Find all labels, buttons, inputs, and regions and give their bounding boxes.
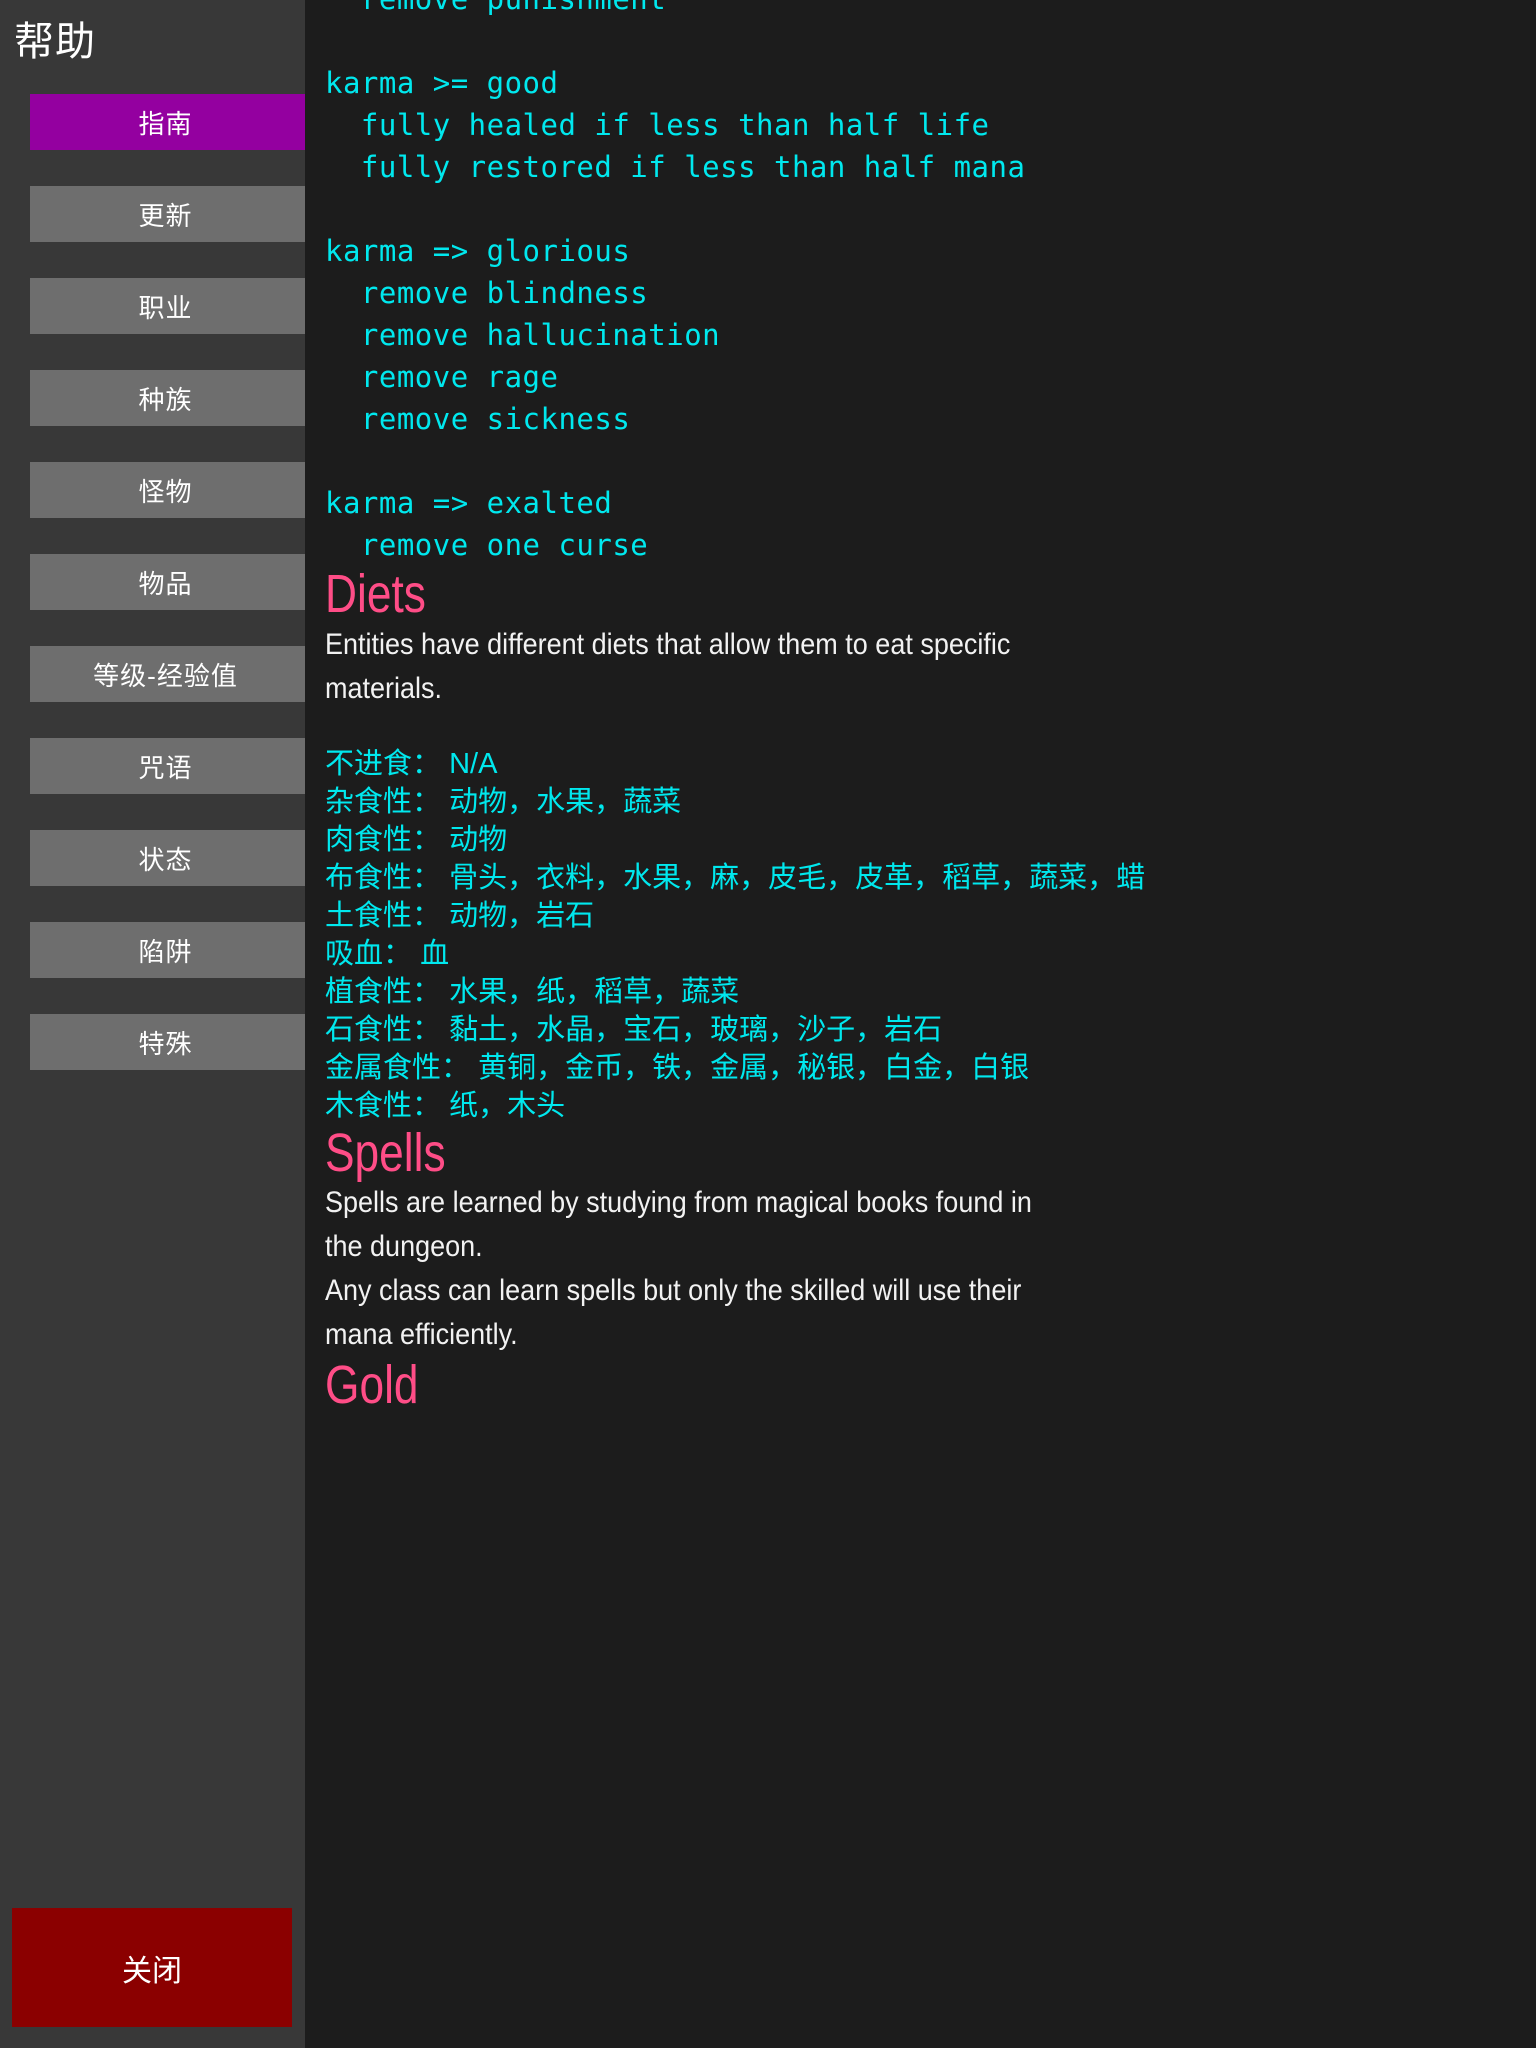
diet-key: 土食性： [325, 899, 442, 932]
list-item: 土食性： 动物，岩石 [325, 897, 1165, 935]
sidebar-item-guide[interactable]: 指南 [30, 94, 305, 150]
sidebar-item-races[interactable]: 种族 [30, 370, 305, 426]
diet-value: 水果，纸，稻草，蔬菜 [441, 975, 740, 1008]
diet-key: 杂食性： [325, 785, 442, 818]
list-item: 石食性： 黏土，水晶，宝石，玻璃，沙子，岩石 [325, 1011, 1165, 1049]
sidebar: 帮助 指南 更新 职业 种族 怪物 物品 等级-经验值 [0, 0, 305, 2048]
sidebar-item-level-exp[interactable]: 等级-经验值 [30, 646, 305, 702]
help-content-panel[interactable]: remove punishment karma >= good fully he… [305, 0, 1536, 2048]
spells-description: Spells are learned by studying from magi… [325, 1186, 1032, 1352]
sidebar-item-traps[interactable]: 陷阱 [30, 922, 305, 978]
diet-key: 布食性： [325, 861, 442, 894]
diet-value: N/A [441, 747, 498, 780]
list-item: 布食性： 骨头，衣料，水果，麻，皮毛，皮革，稻草，蔬菜，蜡 [325, 859, 1165, 897]
sidebar-item-label: 等级-经验值 [93, 660, 238, 691]
diet-list: 不进食： N/A 杂食性： 动物，水果，蔬菜 肉食性： 动物 布食性： 骨头，衣… [325, 745, 1165, 1125]
sidebar-item-label: 咒语 [138, 752, 193, 783]
diet-key: 石食性： [325, 1013, 442, 1046]
sidebar-item-label: 物品 [138, 568, 193, 599]
diet-key: 木食性： [325, 1089, 442, 1122]
list-item: 木食性： 纸，木头 [325, 1087, 1165, 1125]
sidebar-item-special[interactable]: 特殊 [30, 1014, 305, 1070]
diet-value: 动物，岩石 [441, 899, 595, 932]
sidebar-item-label: 状态 [138, 844, 193, 875]
list-item: 植食性： 水果，纸，稻草，蔬菜 [325, 973, 1165, 1011]
sidebar-item-status[interactable]: 状态 [30, 830, 305, 886]
list-item: 吸血： 血 [325, 935, 1165, 973]
section-heading-diets: Diets [325, 564, 426, 624]
diet-value: 动物，水果，蔬菜 [441, 785, 682, 818]
diet-value: 黄铜，金币，铁，金属，秘银，白金，白银 [470, 1051, 1030, 1084]
sidebar-item-label: 怪物 [138, 476, 193, 507]
karma-code-block: remove punishment karma >= good fully he… [325, 0, 1026, 562]
sidebar-item-label: 指南 [138, 108, 193, 139]
list-item: 杂食性： 动物，水果，蔬菜 [325, 783, 1165, 821]
sidebar-item-label: 种族 [138, 384, 193, 415]
close-button[interactable]: 关闭 [12, 1908, 292, 2027]
diet-key: 不进食： [325, 747, 442, 780]
sidebar-item-items[interactable]: 物品 [30, 554, 305, 610]
section-heading-gold: Gold [325, 1355, 419, 1416]
list-item: 肉食性： 动物 [325, 821, 1165, 859]
diet-value: 动物 [441, 823, 508, 856]
diet-key: 吸血： [325, 937, 413, 970]
sidebar-item-updates[interactable]: 更新 [30, 186, 305, 242]
page-title: 帮助 [14, 20, 96, 64]
diet-key: 植食性： [325, 975, 442, 1008]
diet-value: 纸，木头 [441, 1089, 566, 1122]
diets-description: Entities have different diets that allow… [325, 627, 1011, 705]
sidebar-item-label: 陷阱 [138, 936, 193, 967]
sidebar-item-monsters[interactable]: 怪物 [30, 462, 305, 518]
diet-key: 金属食性： [325, 1051, 471, 1084]
sidebar-nav: 指南 更新 职业 种族 怪物 物品 等级-经验值 咒语 [0, 94, 305, 1070]
diet-key: 肉食性： [325, 823, 442, 856]
list-item: 金属食性： 黄铜，金币，铁，金属，秘银，白金，白银 [325, 1049, 1165, 1087]
sidebar-item-label: 职业 [138, 292, 193, 323]
sidebar-item-classes[interactable]: 职业 [30, 278, 305, 334]
diet-value: 血 [412, 937, 450, 970]
sidebar-item-label: 特殊 [138, 1028, 193, 1059]
section-heading-spells: Spells [325, 1122, 446, 1183]
list-item: 不进食： N/A [325, 745, 1165, 783]
close-button-label: 关闭 [122, 1954, 182, 1988]
sidebar-item-spells[interactable]: 咒语 [30, 738, 305, 794]
sidebar-item-label: 更新 [138, 200, 193, 231]
diet-value: 骨头，衣料，水果，麻，皮毛，皮革，稻草，蔬菜，蜡 [441, 861, 1146, 894]
diet-value: 黏土，水晶，宝石，玻璃，沙子，岩石 [441, 1013, 943, 1046]
